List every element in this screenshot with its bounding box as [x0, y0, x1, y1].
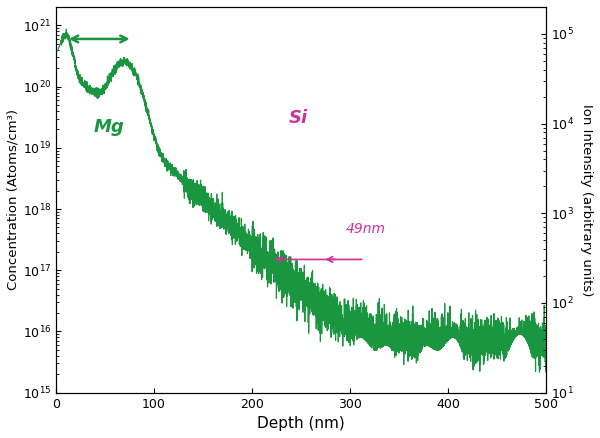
X-axis label: Depth (nm): Depth (nm) — [257, 416, 345, 431]
Text: Si: Si — [289, 110, 308, 127]
Y-axis label: Ion Intensity (arbitrary units): Ion Intensity (arbitrary units) — [580, 104, 593, 296]
Text: Mg: Mg — [94, 118, 124, 136]
Y-axis label: Concentration (Atoms/cm³): Concentration (Atoms/cm³) — [7, 110, 20, 290]
Text: 49nm: 49nm — [346, 223, 386, 237]
